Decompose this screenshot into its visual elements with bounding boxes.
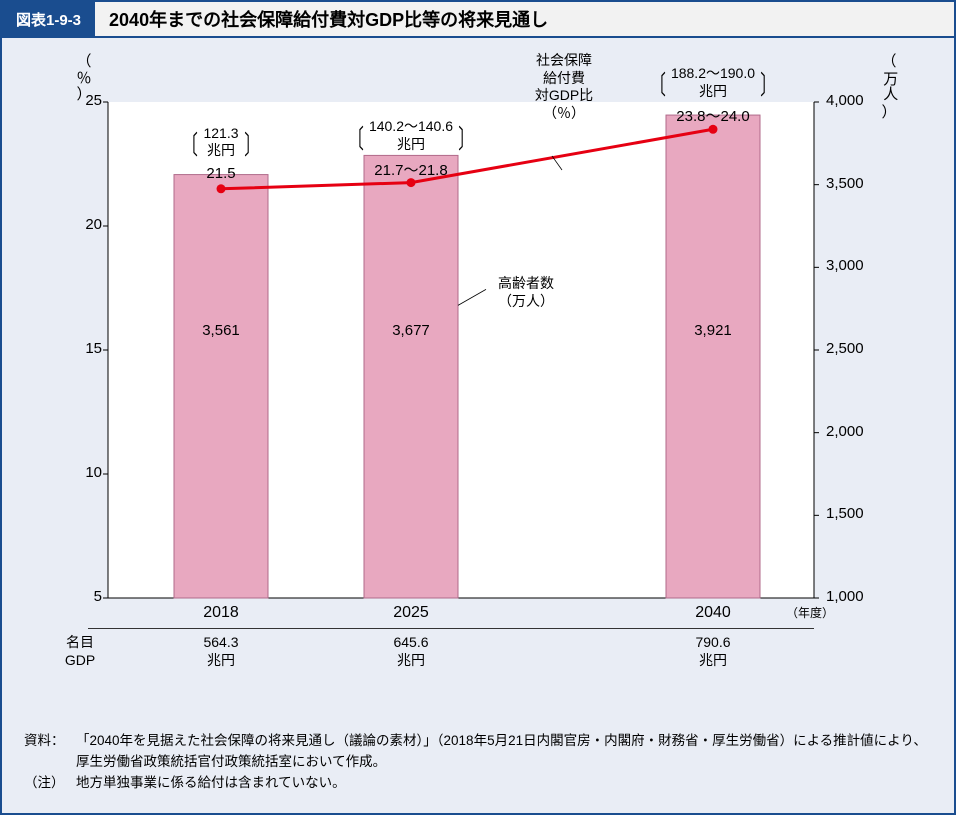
- left-tick-label: 20: [74, 216, 102, 233]
- x-axis-note: （年度）: [786, 604, 834, 621]
- paren-open: （: [76, 53, 91, 70]
- left-tick-label: 5: [74, 588, 102, 605]
- source-text: 「2040年を見据えた社会保障の将来見通し（議論の素材）」（2018年5月21日…: [76, 731, 932, 773]
- callout-leader: [458, 289, 486, 305]
- gdp-head-line: 名目: [66, 634, 94, 650]
- right-axis-unit: 万人: [881, 71, 898, 101]
- gdp-value-line: 兆円: [397, 652, 425, 668]
- bracket-line: 兆円: [397, 136, 425, 152]
- right-tick-label: 2,500: [826, 340, 864, 357]
- gdp-value: 790.6 兆円: [668, 634, 758, 669]
- x-category-label: 2040: [673, 604, 753, 622]
- left-tick-label: 15: [74, 340, 102, 357]
- gdp-value-line: 564.3: [203, 634, 238, 650]
- bar-value-label: 3,677: [371, 322, 451, 339]
- bracket-line: 兆円: [699, 83, 727, 99]
- bar-value-label: 3,561: [181, 322, 261, 339]
- line-point-label: 21.5: [166, 165, 276, 182]
- right-tick-label: 3,000: [826, 257, 864, 274]
- gdp-value-line: 兆円: [207, 652, 235, 668]
- title-bar: 図表1-9-3 2040年までの社会保障給付費対GDP比等の将来見通し: [2, 2, 954, 38]
- gdp-value-line: 790.6: [695, 634, 730, 650]
- right-tick-label: 2,000: [826, 423, 864, 440]
- gdp-value: 564.3 兆円: [176, 634, 266, 669]
- bracket-line: 兆円: [207, 142, 235, 158]
- bracket-line: 188.2～190.0: [671, 65, 755, 81]
- figure-notes: 資料： 「2040年を見据えた社会保障の将来見通し（議論の素材）」（2018年5…: [2, 721, 954, 813]
- line-point-label: 21.7～21.8: [356, 159, 466, 180]
- gdp-value-line: 兆円: [699, 652, 727, 668]
- paren-open: （: [881, 53, 896, 70]
- source-label: 資料：: [24, 731, 76, 773]
- paren-close: ）: [881, 104, 896, 121]
- bar-series-callout: 高齢者数 （万人）: [486, 275, 566, 310]
- gdp-value: 645.6 兆円: [366, 634, 456, 669]
- line-marker: [217, 184, 226, 193]
- right-axis-label: （万人 ）: [874, 54, 904, 122]
- bracket-label: 〔121.3兆円〕: [151, 121, 291, 160]
- bracket-label: 〔188.2～190.0兆円〕: [643, 61, 783, 100]
- line-series-callout: 社会保障給付費対GDP比 （％）: [524, 52, 604, 122]
- right-tick-label: 1,000: [826, 588, 864, 605]
- bar: [174, 175, 268, 598]
- bar-value-label: 3,921: [673, 322, 753, 339]
- right-tick-label: 3,500: [826, 175, 864, 192]
- callout-line-text: 給付費: [543, 70, 585, 86]
- callout-bar-text: 高齢者数: [498, 275, 554, 291]
- figure-frame: 図表1-9-3 2040年までの社会保障給付費対GDP比等の将来見通し （％）（…: [0, 0, 956, 815]
- x-category-label: 2018: [181, 604, 261, 622]
- bar: [666, 115, 760, 598]
- callout-line-text: 対GDP比: [535, 87, 593, 103]
- note-label: （注）: [24, 773, 76, 794]
- callout-line-text: 社会保障: [536, 52, 592, 68]
- right-tick-label: 1,500: [826, 505, 864, 522]
- gdp-row-header: 名目 GDP: [56, 634, 104, 669]
- gdp-separator: [88, 628, 814, 629]
- right-tick-label: 4,000: [826, 92, 864, 109]
- figure-id-badge: 図表1-9-3: [2, 2, 95, 36]
- left-tick-label: 25: [74, 92, 102, 109]
- gdp-head-line: GDP: [65, 652, 95, 668]
- bracket-label: 〔140.2～140.6兆円〕: [341, 115, 481, 154]
- line-point-label: 23.8～24.0: [658, 105, 768, 126]
- bar: [364, 155, 458, 598]
- bracket-line: 121.3: [203, 125, 238, 141]
- gdp-value-line: 645.6: [393, 634, 428, 650]
- bracket-line: 140.2～140.6: [369, 118, 453, 134]
- figure-title: 2040年までの社会保障給付費対GDP比等の将来見通し: [95, 2, 954, 36]
- chart-area: （％）（万人）5101520251,0001,5002,0002,5003,00…: [2, 38, 954, 721]
- note-text: 地方単独事業に係る給付は含まれていない。: [76, 773, 932, 794]
- left-axis-unit: ％: [76, 70, 91, 87]
- callout-bar-text: （万人）: [498, 293, 554, 309]
- callout-line-text: （％）: [543, 105, 585, 121]
- x-category-label: 2025: [371, 604, 451, 622]
- left-tick-label: 10: [74, 464, 102, 481]
